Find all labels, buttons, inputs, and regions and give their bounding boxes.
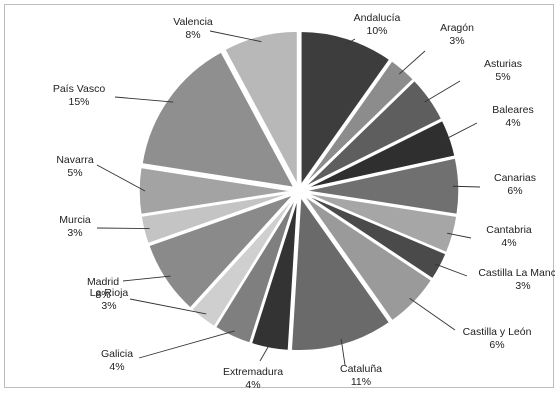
pie-slice-la-rioja — [190, 195, 297, 328]
pie-slice-madrid — [147, 193, 295, 310]
slice-value-label: 5% — [495, 71, 510, 83]
slice-value-label: 4% — [501, 237, 516, 249]
slice-value-label: 15% — [68, 96, 89, 108]
slice-value-label: 4% — [245, 379, 260, 389]
pie-slice-navarra — [138, 166, 294, 216]
pie-slice-valencia — [223, 30, 299, 186]
slice-label: Aragón — [440, 22, 474, 34]
slice-value-label: 8% — [185, 29, 200, 41]
pie-slice-asturias — [303, 79, 443, 189]
slice-value-label: 8% — [95, 289, 110, 301]
leader-line — [444, 122, 478, 141]
leader-line — [340, 339, 346, 366]
pie-slice-baleares — [304, 119, 456, 190]
pie-slice-castilla-la-mancha — [303, 193, 448, 280]
leader-line — [452, 185, 481, 188]
chart-frame: Andalucía 10% Aragón 3% Asturias 5% Baleares 4%… — [4, 4, 555, 389]
slice-value-label: 3% — [101, 300, 116, 312]
slice-label: Castilla y León — [463, 326, 532, 338]
leader-line — [434, 263, 468, 277]
slice-value-label: 11% — [351, 376, 371, 388]
leader-line — [209, 30, 262, 43]
leader-line — [114, 96, 174, 103]
slice-label: Murcia — [59, 214, 91, 226]
slice-label: Cataluña — [340, 363, 382, 375]
leader-line — [259, 342, 272, 362]
slice-value-label: 4% — [109, 361, 124, 373]
slice-label: Baleares — [492, 104, 533, 116]
pie-slice-cataluña — [290, 194, 391, 352]
slice-value-label: 3% — [449, 35, 464, 47]
slice-value-label: 6% — [507, 185, 522, 197]
pie-slice-murcia — [140, 191, 294, 245]
slice-value-label: 10% — [366, 25, 387, 37]
slice-value-label: 3% — [67, 227, 82, 239]
leader-line — [345, 38, 356, 45]
leader-line — [447, 232, 472, 239]
pie-slice-extremadura — [250, 196, 299, 352]
slice-label: Andalucía — [354, 12, 401, 24]
slice-value-label: 4% — [505, 117, 520, 129]
leader-line — [424, 80, 461, 103]
slice-label: Castilla La Mancha — [478, 267, 555, 279]
leader-line — [398, 50, 426, 75]
slice-label: Valencia — [173, 16, 213, 28]
slice-label: Cantabria — [486, 224, 532, 236]
pie-slice-aragón — [302, 59, 415, 187]
pie-slice-cantabria — [304, 191, 458, 254]
pie-slice-galicia — [214, 196, 298, 345]
slice-label: Galicia — [101, 348, 133, 360]
pie-slice-castilla-y-león — [302, 194, 433, 322]
leader-line — [122, 275, 171, 282]
leader-line — [138, 330, 235, 359]
pie-slice-país-vasco — [141, 50, 296, 189]
slice-label: Extremadura — [223, 366, 283, 378]
slice-label: País Vasco — [53, 83, 105, 95]
slice-label: Navarra — [56, 154, 94, 166]
pie-slice-andalucía — [300, 30, 391, 188]
slice-value-label: 6% — [489, 339, 504, 351]
slice-label: La Rioja — [90, 287, 129, 299]
slice-label: Madrid — [87, 276, 119, 288]
slice-label: Canarias — [494, 172, 536, 184]
slice-label: Asturias — [484, 58, 522, 70]
slice-value-label: 5% — [67, 167, 82, 179]
leader-line — [129, 298, 207, 315]
slice-value-label: 3% — [515, 280, 530, 292]
leader-line — [96, 227, 150, 230]
leader-line — [409, 297, 456, 331]
leader-line — [96, 164, 146, 192]
